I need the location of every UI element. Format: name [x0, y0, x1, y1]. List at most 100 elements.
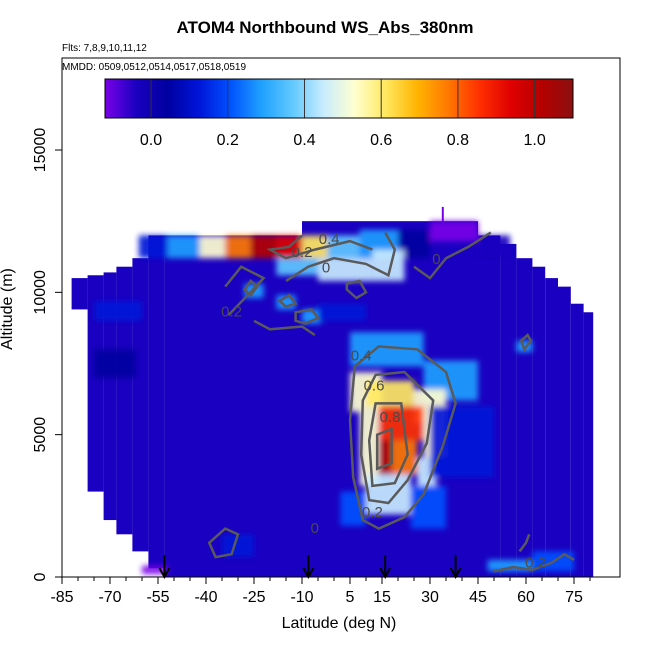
heatmap-cell — [132, 258, 149, 552]
heatmap-cell — [366, 474, 411, 515]
contour-label: 0.2 — [525, 555, 546, 572]
heatmap-cell — [487, 559, 533, 572]
contour-line — [224, 265, 266, 316]
contour-line — [266, 234, 373, 260]
contour-label: 0 — [322, 259, 330, 276]
x-axis-label: Latitude (deg N) — [281, 615, 397, 632]
contour-line — [242, 279, 259, 298]
x-tick-label: -70 — [98, 589, 121, 606]
colorbar-tick-label: 0.0 — [140, 132, 162, 149]
colorbar-tick-label: 1.0 — [524, 132, 546, 149]
contour-line — [285, 231, 397, 282]
colorbar-tick-label: 0.2 — [217, 132, 239, 149]
heatmap-cell — [94, 300, 142, 321]
flight-marker-arrow — [379, 555, 392, 580]
contour-line — [367, 402, 409, 488]
flight-marker-arrow — [302, 555, 315, 580]
x-tick-label: 15 — [373, 589, 391, 606]
contour-labels: 0.4 0.2 0 0 0.2 0.4 0.6 0.8 0.2 0 0.2 — [221, 231, 546, 572]
x-tick-label: -10 — [290, 589, 313, 606]
y-tick-label: 15000 — [32, 128, 49, 173]
contour-label: 0.8 — [380, 409, 401, 426]
contour-line — [253, 319, 316, 337]
x-tick-label: -25 — [242, 589, 265, 606]
x-tick-label: 30 — [421, 589, 439, 606]
contour-line — [207, 527, 240, 559]
y-tick-label: 0 — [32, 572, 49, 581]
heatmap-cell — [116, 266, 133, 535]
contour-line — [348, 345, 457, 530]
y-tick-label: 10000 — [32, 270, 49, 315]
flight-marker-arrow — [158, 555, 171, 580]
y-tick-label: 5000 — [32, 417, 49, 453]
heatmap-cell — [318, 303, 366, 321]
x-tick-label: -55 — [146, 589, 169, 606]
contour-label: 0.4 — [319, 231, 340, 248]
heatmap-cell — [142, 565, 168, 575]
heatmap-cell — [103, 272, 117, 521]
contour-line — [359, 370, 435, 505]
heatmap-cell — [71, 278, 88, 310]
flights-note: Flts: 7,8,9,10,11,12 — [62, 43, 147, 54]
contour-line — [519, 333, 533, 352]
colorbar-tick-label: 0.6 — [370, 132, 392, 149]
heatmap-cell — [87, 275, 104, 492]
dates-note: MMDD: 0509,0512,0514,0517,0518,0519 — [62, 62, 247, 73]
x-tick-label: 75 — [565, 589, 583, 606]
heatmap-cell — [430, 221, 478, 242]
heatmap-cell — [276, 258, 318, 276]
colorbar-tick-label: 0.4 — [293, 132, 315, 149]
heatmap-cell — [545, 278, 558, 577]
heatmap-cell — [583, 312, 594, 577]
heatmap-cell — [167, 235, 200, 259]
heatmap-cell — [516, 258, 533, 577]
axes: -85 -70 -55 -40 -25 -10 5 15 30 45 60 75 0 5000 10000 1… — [32, 57, 621, 606]
heatmap-cell — [410, 485, 446, 529]
x-tick-label: 5 — [346, 589, 355, 606]
contour-label: 0.4 — [351, 348, 372, 365]
contour-label: 0 — [311, 520, 319, 537]
heatmap-cell — [199, 235, 226, 259]
colorbar-gradient — [105, 79, 573, 118]
x-tick-label: -85 — [50, 589, 73, 606]
value-cells — [94, 221, 574, 575]
heatmap-cell — [302, 309, 322, 324]
contour-label: 0.2 — [362, 504, 383, 521]
heatmap-cell — [366, 380, 414, 407]
heatmap-cell — [500, 243, 517, 577]
chart-title: ATOM4 Northbound WS_Abs_380nm — [176, 18, 474, 37]
flight-marker-arrow — [449, 555, 462, 580]
heatmap-cell — [478, 235, 510, 256]
contour-line — [518, 533, 531, 553]
heatmap-cell — [558, 286, 571, 577]
contour-layer: 0.4 0.2 0 0 0.2 0.4 0.6 0.8 0.2 0 0.2 — [207, 231, 575, 573]
contour-line — [294, 308, 320, 325]
colorbar-tick-label: 0.8 — [447, 132, 469, 149]
heatmap-cell — [138, 235, 168, 259]
heatmap-cell — [250, 235, 277, 259]
heatmap-cell — [148, 235, 165, 569]
heatmap-cell — [430, 406, 494, 478]
heatmap-cell — [532, 266, 546, 577]
contour-label: 0.2 — [221, 304, 242, 321]
contour-line — [413, 231, 492, 280]
x-tick-label: -40 — [194, 589, 217, 606]
contour-line — [375, 427, 393, 471]
contour-label: 0.2 — [292, 244, 313, 261]
heatmap-cell — [570, 303, 584, 577]
contour-line — [345, 279, 368, 300]
contour-line — [277, 293, 298, 308]
heatmap-cell — [94, 349, 136, 378]
contour-label: 0 — [432, 251, 440, 268]
heatmap-layer — [71, 206, 594, 577]
contour-label: 0.6 — [364, 378, 385, 395]
contour-line — [493, 552, 575, 573]
heatmap-cell — [222, 534, 254, 558]
heatmap-cell — [378, 440, 392, 475]
colorbar-frame — [104, 78, 574, 119]
x-tick-label: 45 — [469, 589, 487, 606]
heatmap-cell — [164, 235, 190, 577]
plot-frame — [61, 57, 621, 578]
x-tick-label: 60 — [517, 589, 535, 606]
